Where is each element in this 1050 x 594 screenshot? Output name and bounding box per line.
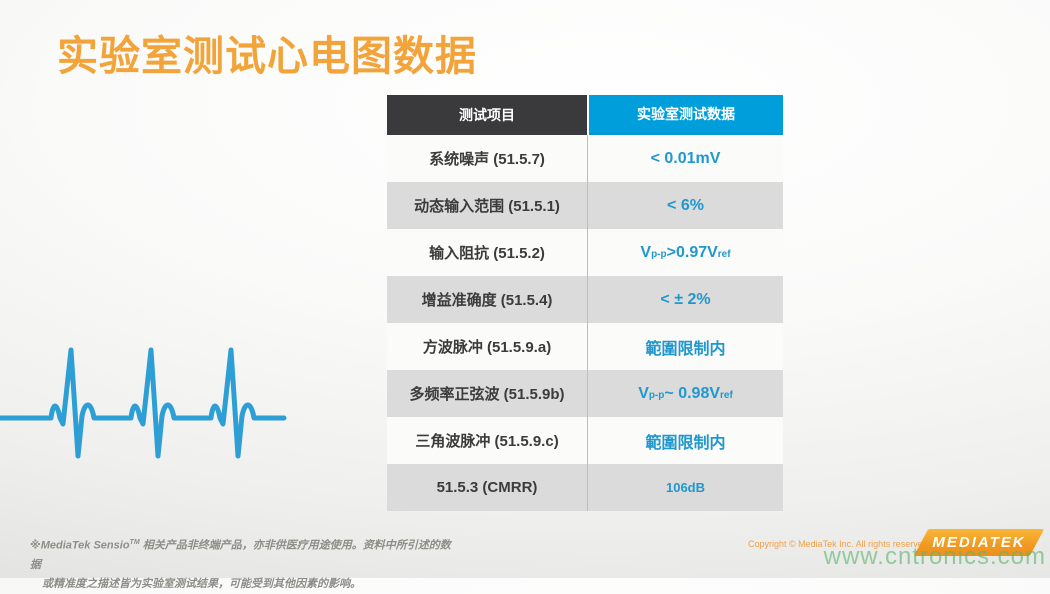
table-rows: 系统噪声 (51.5.7) < 0.01mV 动态输入范围 (51.5.1) < 6%… — [387, 135, 783, 511]
table-row: 方波脉冲 (51.5.9.a) 範圍限制内 — [387, 323, 783, 370]
table-row: 增益准确度 (51.5.4) < ± 2% — [387, 276, 783, 323]
test-value-cell: 範圍限制内 — [587, 323, 783, 370]
test-value-cell: 106dB — [587, 464, 783, 511]
table-row: 动态输入范围 (51.5.1) < 6% — [387, 182, 783, 229]
test-item-cell: 多频率正弦波 (51.5.9b) — [387, 370, 587, 417]
test-item-cell: 增益准确度 (51.5.4) — [387, 276, 587, 323]
page-title: 实验室测试心电图数据 — [57, 33, 477, 79]
test-value-cell: < 6% — [587, 182, 783, 229]
table-row: 三角波脉冲 (51.5.9.c) 範圍限制内 — [387, 417, 783, 464]
table-header-test-item: 测试项目 — [387, 95, 587, 135]
test-item-cell: 输入阻抗 (51.5.2) — [387, 229, 587, 276]
test-item-cell: 动态输入范围 (51.5.1) — [387, 182, 587, 229]
table-header-row: 测试项目 实验室测试数据 — [387, 95, 783, 135]
disclaimer-text: ※MediaTek SensioTM 相关产品非终端产品，亦非供医疗用途使用。资… — [30, 533, 460, 594]
ecg-waveform-icon — [0, 347, 287, 459]
table-row: 系统噪声 (51.5.7) < 0.01mV — [387, 135, 783, 182]
test-item-cell: 系统噪声 (51.5.7) — [387, 135, 587, 182]
mediatek-logo-text: MEDIATEK — [932, 534, 1026, 551]
table-row: 51.5.3 (CMRR) 106dB — [387, 464, 783, 511]
test-value-cell: 範圍限制内 — [587, 417, 783, 464]
site-watermark: www.cntronics.com — [823, 543, 1046, 570]
test-item-cell: 51.5.3 (CMRR) — [387, 464, 587, 511]
test-value-cell: < ± 2% — [587, 276, 783, 323]
test-results-table: 测试项目 实验室测试数据 系统噪声 (51.5.7) < 0.01mV 动态输入范围… — [387, 95, 783, 511]
table-header-lab-data: 实验室测试数据 — [589, 95, 783, 135]
test-item-cell: 三角波脉冲 (51.5.9.c) — [387, 417, 587, 464]
test-value-cell: < 0.01mV — [587, 135, 783, 182]
tm-superscript: TM — [129, 539, 140, 546]
copyright-text: Copyright © MediaTek Inc. All rights res… — [748, 539, 928, 549]
mediatek-logo: MEDIATEK — [913, 529, 1045, 556]
test-item-cell: 方波脉冲 (51.5.9.a) — [387, 323, 587, 370]
disclaimer-line-1: ※MediaTek SensioTM 相关产品非终端产品，亦非供医疗用途使用。资… — [30, 539, 451, 571]
